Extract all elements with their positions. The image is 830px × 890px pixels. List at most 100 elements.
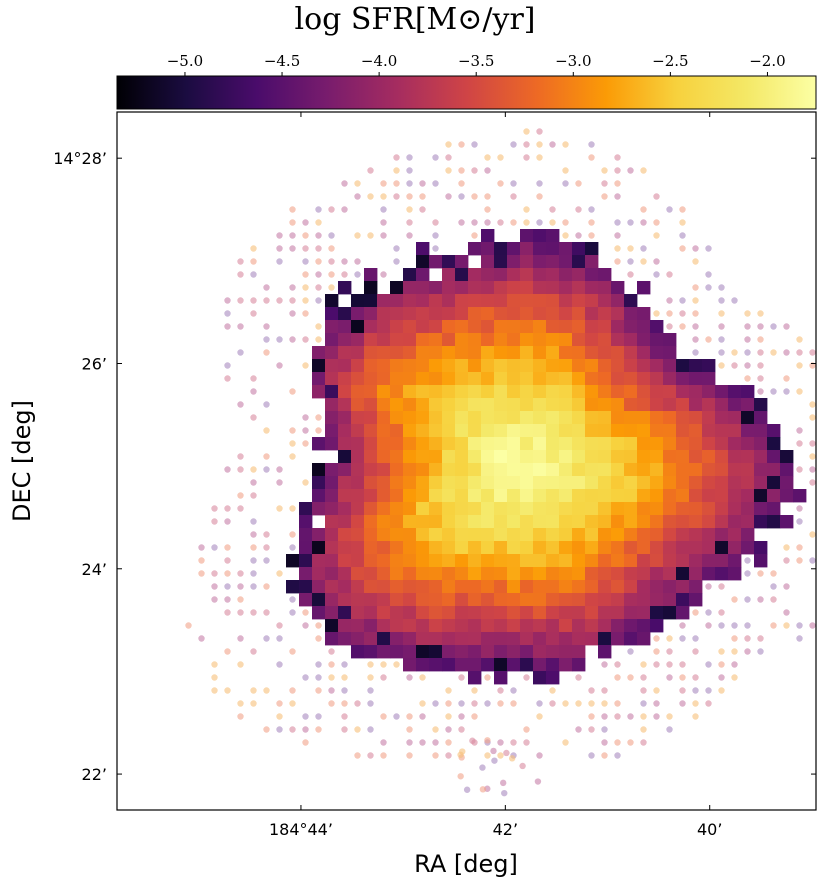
sfr-cell	[663, 567, 677, 581]
sfr-cell	[507, 593, 521, 607]
upper-limit-marker	[640, 700, 647, 707]
upper-limit-marker	[523, 739, 530, 746]
sfr-cell	[546, 424, 560, 438]
upper-limit-marker	[588, 141, 595, 148]
upper-limit-marker	[289, 427, 296, 434]
upper-limit-marker	[302, 414, 309, 421]
upper-limit-marker	[250, 375, 257, 382]
sfr-cell	[429, 359, 443, 373]
sfr-cell	[624, 346, 638, 360]
sfr-cell	[611, 333, 625, 347]
sfr-cell	[533, 671, 547, 685]
sfr-cell	[741, 541, 755, 555]
upper-limit-marker	[666, 713, 673, 720]
sfr-cell	[559, 398, 573, 412]
upper-limit-marker	[406, 154, 413, 161]
upper-limit-marker	[562, 180, 569, 187]
sfr-cell	[299, 515, 313, 529]
upper-limit-marker	[796, 557, 803, 564]
upper-limit-marker	[744, 310, 751, 317]
sfr-cell	[533, 554, 547, 568]
sfr-cell	[351, 424, 365, 438]
sfr-cell	[351, 489, 365, 503]
upper-limit-marker	[536, 219, 543, 226]
sfr-cell	[533, 242, 547, 256]
sfr-cell	[442, 385, 456, 399]
sfr-cell	[559, 541, 573, 555]
upper-limit-marker	[783, 622, 790, 629]
upper-limit-marker	[666, 648, 673, 655]
upper-limit-marker	[250, 583, 257, 590]
sfr-cell	[429, 320, 443, 334]
upper-limit-marker	[588, 700, 595, 707]
upper-limit-marker	[458, 726, 465, 733]
upper-limit-marker	[341, 700, 348, 707]
upper-limit-marker	[250, 479, 257, 486]
sfr-cell	[481, 385, 495, 399]
sfr-cell	[650, 463, 664, 477]
upper-limit-marker	[302, 440, 309, 447]
sfr-cell	[429, 372, 443, 386]
sfr-cell	[650, 593, 664, 607]
sfr-cell	[468, 450, 482, 464]
axis-ticks: 184°44’ 42’ 40’14°28’26’24’22’	[53, 112, 816, 839]
upper-limit-marker	[484, 674, 491, 681]
upper-limit-marker	[731, 674, 738, 681]
sfr-cell	[689, 580, 703, 594]
sfr-cell	[637, 307, 651, 321]
upper-limit-marker	[692, 687, 699, 694]
upper-limit-marker	[419, 180, 426, 187]
sfr-cell	[312, 554, 326, 568]
sfr-cell	[611, 528, 625, 542]
sfr-cell	[299, 567, 313, 581]
sfr-cell	[624, 489, 638, 503]
sfr-cell	[572, 294, 586, 308]
sfr-cell	[676, 502, 690, 516]
sfr-cell	[312, 372, 326, 386]
sfr-cell	[780, 489, 794, 503]
sfr-cell	[728, 502, 742, 516]
sfr-cell	[364, 398, 378, 412]
x-tick-label: 40’	[697, 820, 722, 839]
sfr-cell	[455, 307, 469, 321]
sfr-cell	[377, 320, 391, 334]
upper-limit-marker	[666, 310, 673, 317]
sfr-cell	[611, 554, 625, 568]
sfr-cell	[520, 424, 534, 438]
upper-limit-marker	[354, 258, 361, 265]
sfr-cell	[429, 619, 443, 633]
sfr-cell	[481, 307, 495, 321]
x-tick-label: 184°44’	[269, 820, 333, 839]
sfr-cell	[494, 567, 508, 581]
sfr-cell	[507, 541, 521, 555]
sfr-cell	[481, 567, 495, 581]
sfr-cell	[689, 463, 703, 477]
sfr-cell	[364, 307, 378, 321]
sfr-cell	[390, 398, 404, 412]
sfr-cell	[689, 476, 703, 490]
sfr-cell	[754, 541, 768, 555]
sfr-cell	[507, 346, 521, 360]
upper-limit-marker	[289, 726, 296, 733]
sfr-cell	[637, 463, 651, 477]
sfr-cell	[780, 515, 794, 529]
sfr-cell	[520, 268, 534, 282]
sfr-cell	[377, 450, 391, 464]
sfr-cell	[637, 554, 651, 568]
sfr-cell	[624, 294, 638, 308]
upper-limit-marker	[237, 492, 244, 499]
sfr-cell	[637, 450, 651, 464]
sfr-cell	[533, 515, 547, 529]
sfr-cell	[325, 528, 339, 542]
sfr-cell	[650, 476, 664, 490]
sfr-cell	[780, 463, 794, 477]
sfr-cell	[637, 437, 651, 451]
sfr-cell	[312, 463, 326, 477]
sfr-cell	[611, 567, 625, 581]
upper-limit-marker	[601, 167, 608, 174]
upper-limit-marker	[393, 245, 400, 252]
sfr-cell	[611, 398, 625, 412]
sfr-cell	[390, 541, 404, 555]
sfr-cell	[286, 580, 300, 594]
sfr-cell	[676, 567, 690, 581]
